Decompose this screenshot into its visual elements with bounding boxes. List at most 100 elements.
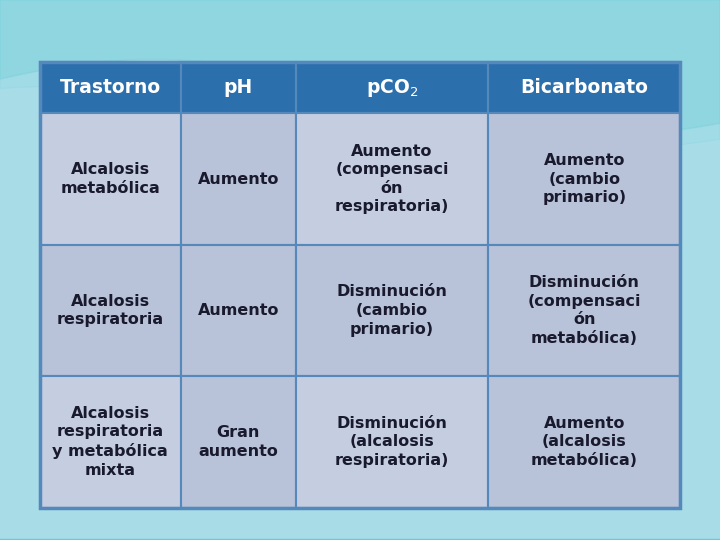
Bar: [0, 537, 720, 539]
Bar: [0, 537, 720, 539]
Bar: [0, 537, 720, 539]
Bar: [0, 537, 720, 539]
Bar: [0, 538, 720, 539]
Bar: [0, 538, 720, 539]
Bar: [0, 537, 720, 539]
Bar: [0, 537, 720, 538]
Bar: [0, 538, 720, 540]
Bar: [0, 538, 720, 539]
Bar: [0, 538, 720, 540]
Bar: [0, 538, 720, 540]
Text: Disminución
(compensaci
ón
metabólica): Disminución (compensaci ón metabólica): [528, 275, 641, 346]
Bar: [0, 537, 720, 538]
Bar: [0, 536, 720, 538]
Bar: [0, 537, 720, 538]
Text: pH: pH: [224, 78, 253, 97]
Bar: [0, 537, 720, 539]
Bar: [0, 537, 720, 539]
Bar: [0, 537, 720, 539]
Bar: [0, 537, 720, 539]
Bar: [0, 536, 720, 538]
Bar: [0, 537, 720, 539]
Bar: [0, 537, 720, 539]
Bar: [0, 537, 720, 538]
Bar: [0, 538, 720, 539]
Bar: [40, 113, 181, 245]
Bar: [0, 538, 720, 540]
Bar: [0, 537, 720, 539]
Bar: [0, 537, 720, 539]
Bar: [0, 536, 720, 538]
Bar: [0, 537, 720, 538]
Bar: [0, 538, 720, 540]
Bar: [0, 537, 720, 539]
Bar: [0, 538, 720, 540]
Bar: [0, 537, 720, 539]
Bar: [0, 537, 720, 539]
Bar: [0, 538, 720, 540]
Bar: [0, 538, 720, 540]
Bar: [0, 537, 720, 539]
Bar: [0, 537, 720, 538]
Bar: [0, 538, 720, 540]
Bar: [0, 537, 720, 539]
Bar: [0, 538, 720, 539]
Bar: [0, 538, 720, 540]
Bar: [181, 245, 296, 376]
Bar: [0, 537, 720, 539]
Bar: [0, 537, 720, 539]
Bar: [0, 538, 720, 539]
Bar: [0, 537, 720, 539]
Bar: [0, 537, 720, 539]
Bar: [0, 537, 720, 539]
Text: Gran
aumento: Gran aumento: [198, 425, 278, 458]
Bar: [0, 537, 720, 539]
Bar: [0, 538, 720, 540]
Bar: [0, 538, 720, 539]
Bar: [0, 537, 720, 538]
Bar: [0, 538, 720, 539]
Bar: [0, 537, 720, 539]
Bar: [0, 537, 720, 539]
Bar: [0, 538, 720, 539]
Bar: [0, 537, 720, 539]
Bar: [0, 538, 720, 539]
Bar: [0, 537, 720, 539]
Bar: [0, 537, 720, 539]
Bar: [0, 537, 720, 538]
Bar: [0, 537, 720, 539]
Bar: [0, 536, 720, 538]
Bar: [0, 538, 720, 539]
Bar: [0, 537, 720, 538]
Bar: [0, 537, 720, 539]
Bar: [0, 537, 720, 538]
Bar: [0, 537, 720, 538]
Bar: [0, 537, 720, 539]
Bar: [0, 537, 720, 539]
Bar: [0, 537, 720, 538]
Bar: [0, 537, 720, 539]
Bar: [0, 538, 720, 539]
Bar: [0, 537, 720, 539]
Bar: [0, 537, 720, 539]
Bar: [0, 538, 720, 539]
Bar: [0, 538, 720, 540]
Bar: [0, 537, 720, 539]
Bar: [0, 536, 720, 538]
Bar: [0, 537, 720, 539]
Bar: [0, 538, 720, 539]
Bar: [0, 538, 720, 539]
Bar: [0, 538, 720, 539]
Bar: [0, 537, 720, 538]
Bar: [0, 538, 720, 539]
Bar: [0, 537, 720, 539]
Text: Aumento
(cambio
primario): Aumento (cambio primario): [542, 153, 626, 205]
Bar: [0, 538, 720, 539]
Bar: [0, 538, 720, 540]
Bar: [296, 62, 488, 113]
Bar: [0, 537, 720, 539]
Bar: [0, 537, 720, 539]
Text: Aumento: Aumento: [197, 303, 279, 318]
Bar: [0, 537, 720, 539]
Bar: [181, 62, 296, 113]
